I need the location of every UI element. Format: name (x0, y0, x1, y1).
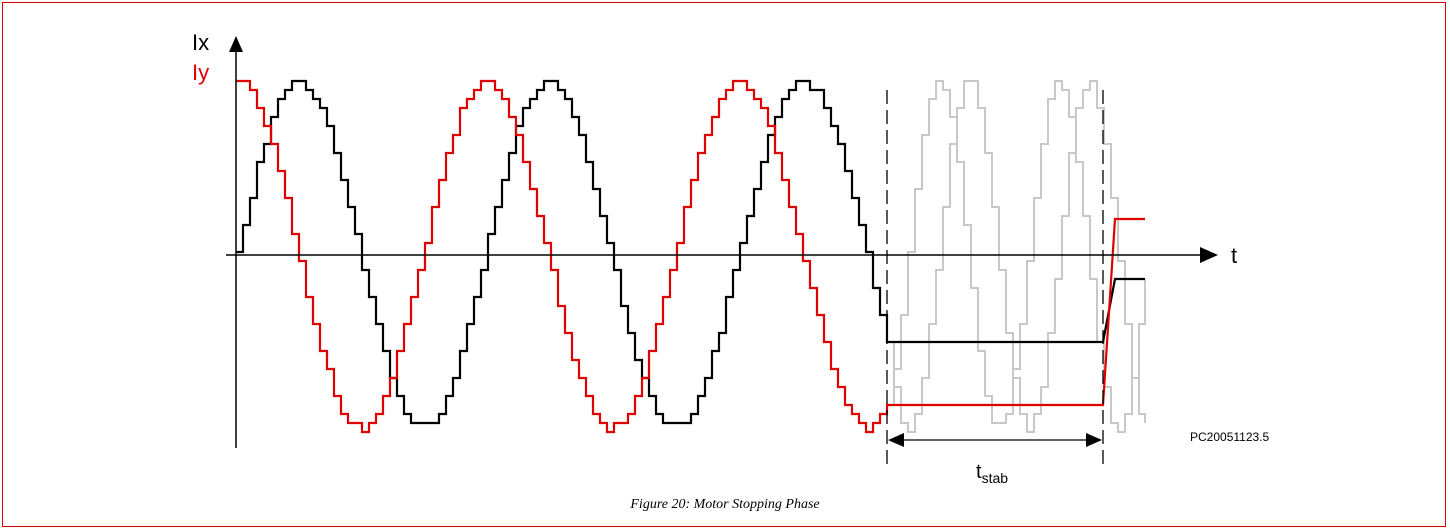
tstab-subscript: stab (982, 470, 1009, 486)
x-axis-arrow (1200, 247, 1218, 263)
ix-wave (236, 79, 1145, 425)
tstab-base: t (976, 461, 982, 483)
ghost-iy-wave (887, 80, 1146, 433)
live-current-waves (236, 79, 1145, 434)
y-axis-arrow (229, 36, 243, 52)
ghost-continuation-waves (887, 80, 1146, 433)
iy-wave (236, 79, 1145, 434)
t-axis-label: t (1231, 243, 1237, 268)
tstab-arrow-right (1086, 433, 1102, 447)
reference-code: PC20051123.5 (1190, 430, 1270, 444)
figure-caption: Figure 20: Motor Stopping Phase (630, 497, 820, 512)
tstab-label: tstab (976, 461, 1008, 486)
ix-label: Ix (192, 30, 209, 55)
ghost-ix-wave (887, 80, 1146, 433)
iy-label: Iy (192, 60, 209, 85)
tstab-arrow-left (888, 433, 904, 447)
